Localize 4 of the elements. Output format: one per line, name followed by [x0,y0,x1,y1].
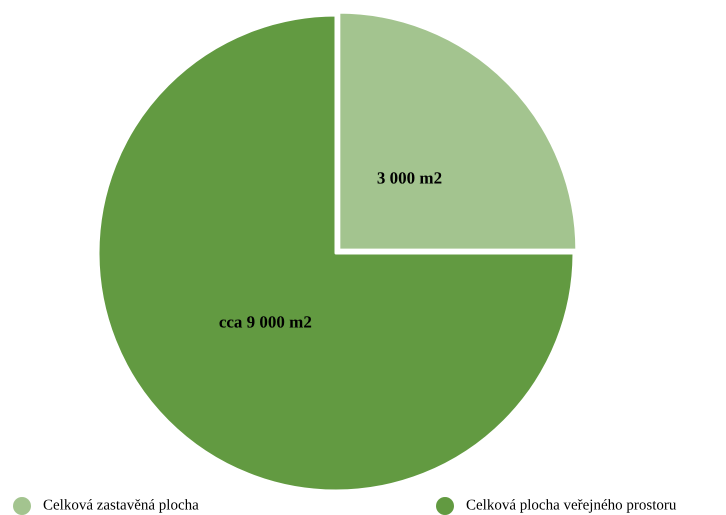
legend-label: Celková plocha veřejného prostoru [466,497,677,514]
data-label: cca 9 000 m2 [218,312,312,332]
data-label: 3 000 m2 [376,168,442,188]
legend-label: Celková zastavěná plocha [43,497,200,514]
